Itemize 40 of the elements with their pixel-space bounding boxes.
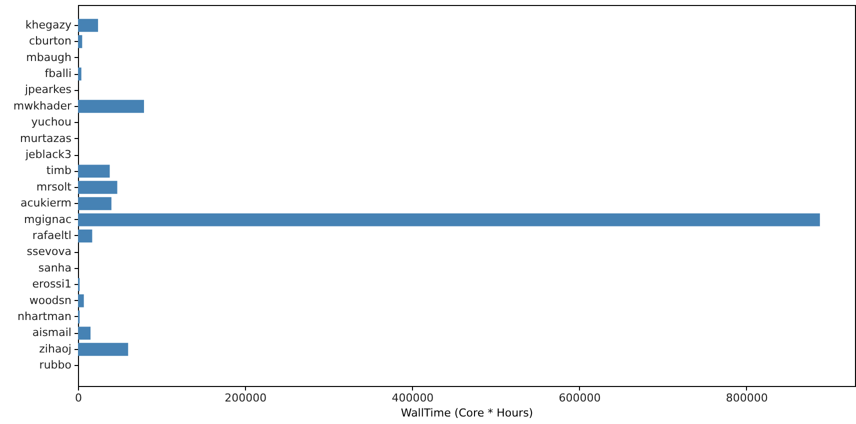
y-tick-label: nhartman [18, 310, 72, 323]
y-tick-label: mbaugh [26, 50, 72, 64]
y-tick-label: ssevova [26, 245, 72, 258]
y-tick-label: woodsn [29, 294, 72, 307]
bar [78, 18, 98, 32]
y-tick-label: mwkhader [13, 99, 72, 112]
y-tick-label: mrsolt [36, 180, 72, 194]
y-tick-label: acukierm [20, 196, 72, 210]
bar [78, 342, 128, 356]
bar [78, 294, 84, 308]
y-tick-label: sanha [38, 261, 72, 274]
bar [78, 213, 820, 226]
bar [78, 164, 110, 178]
y-tick-label: jeblack3 [24, 148, 72, 162]
y-tick-label: murtazas [20, 132, 72, 145]
y-tick-label: khegazy [25, 18, 72, 32]
bar [78, 180, 118, 194]
y-tick-label: aismail [32, 326, 72, 340]
y-tick-label: zihaoj [39, 342, 72, 356]
bar [78, 35, 82, 48]
y-tick-label: rubbo [39, 358, 72, 372]
y-tick-label: erossi1 [32, 278, 72, 291]
y-tick-label: jpearkes [24, 83, 72, 96]
bar [78, 68, 82, 80]
y-tick-label: timb [46, 164, 72, 178]
bar [78, 230, 92, 242]
x-tick-label: 0 [75, 392, 82, 404]
bar [78, 100, 144, 113]
y-tick-label: yuchou [31, 116, 72, 129]
x-tick-label: 400000 [392, 392, 434, 404]
x-axis-title: WallTime (Core * Hours) [400, 406, 534, 420]
x-tick-label: 600000 [558, 392, 601, 404]
bar [78, 197, 112, 210]
x-tick-label: 200000 [224, 392, 267, 404]
y-tick-label: fballi [44, 67, 72, 80]
y-tick-label: mgignac [24, 212, 72, 226]
y-tick-label: rafaeltl [32, 228, 72, 242]
y-tick-label: cburton [28, 34, 72, 48]
bar [78, 326, 91, 340]
x-tick-label: 800000 [726, 392, 768, 404]
